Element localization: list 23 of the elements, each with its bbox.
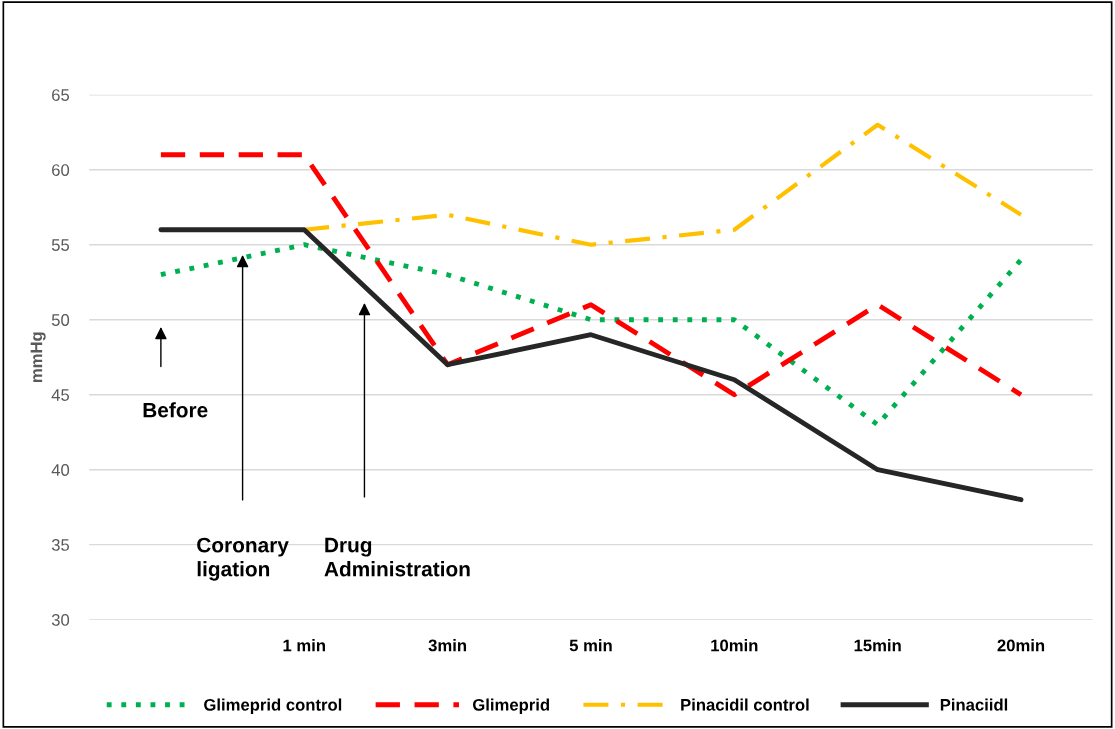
y-tick-label: 60	[52, 164, 70, 176]
legend-label: Pinacidil control	[681, 698, 809, 711]
x-tick-label: 20min	[997, 639, 1045, 652]
y-tick-label: 40	[51, 464, 70, 476]
legend-label: Glimeprid	[472, 698, 549, 714]
legend-label: Glimeprid control	[204, 698, 342, 714]
y-tick-label: 65	[52, 89, 70, 101]
line-series	[158, 152, 1024, 398]
y-tick-label: 50	[51, 314, 70, 326]
y-tick-label: 30	[51, 614, 70, 626]
y-tick-label: 55	[51, 239, 70, 251]
x-tick-label: 3min	[428, 639, 467, 652]
annotation: Before	[143, 402, 208, 418]
x-tick-label: 5 min	[569, 639, 612, 652]
x-tick-label: 10min	[711, 639, 758, 652]
y-tick-label: 45	[51, 389, 70, 401]
annotation: Coronary ligation	[197, 537, 289, 581]
y-tick-label: 35	[51, 539, 70, 551]
legend-label: Pinaciidl	[940, 698, 1008, 711]
x-tick-label: 15min	[854, 639, 901, 652]
y-axis-title: mmHg	[30, 332, 46, 383]
x-tick-label: 1 min	[283, 639, 325, 652]
annotation: Drug Administration	[324, 537, 470, 577]
